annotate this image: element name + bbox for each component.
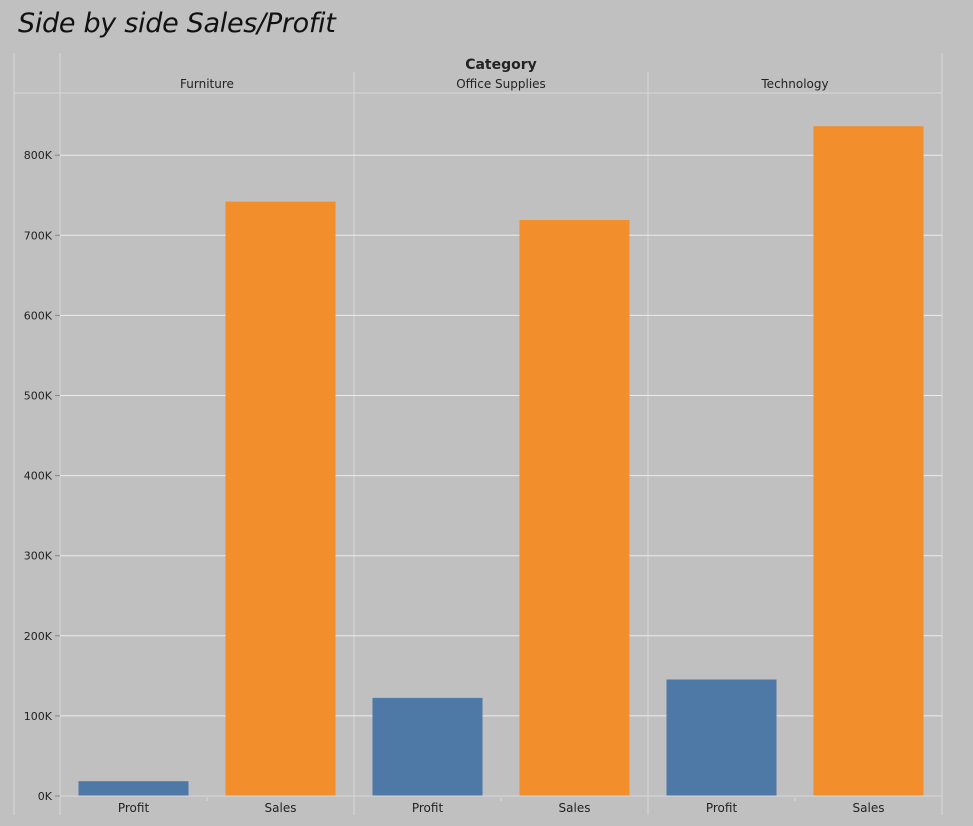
y-tick-label: 600K: [24, 309, 53, 322]
sales-bar: [225, 201, 336, 796]
y-tick-label: 300K: [24, 550, 53, 563]
category-label: Office Supplies: [456, 77, 546, 91]
measure-label: Profit: [118, 801, 150, 815]
measure-label: Sales: [265, 801, 297, 815]
y-tick-label: 800K: [24, 149, 53, 162]
profit-bar: [78, 781, 189, 796]
chart-title: Side by side Sales/Profit: [18, 8, 336, 39]
category-label: Technology: [760, 77, 828, 91]
y-tick-label: 500K: [24, 390, 53, 403]
sales-bar: [813, 126, 924, 796]
measure-label: Sales: [559, 801, 591, 815]
y-tick-label: 400K: [24, 470, 53, 483]
category-label: Furniture: [180, 77, 234, 91]
y-tick-label: 200K: [24, 630, 53, 643]
y-tick-label: 0K: [38, 790, 53, 803]
profit-bar: [666, 679, 777, 796]
sales-bar: [519, 220, 630, 797]
column-header: Category: [465, 57, 537, 73]
y-tick-label: 700K: [24, 229, 53, 242]
profit-bar: [372, 697, 483, 796]
measure-label: Sales: [853, 801, 885, 815]
measure-label: Profit: [412, 801, 444, 815]
y-tick-label: 100K: [24, 710, 53, 723]
measure-label: Profit: [706, 801, 738, 815]
